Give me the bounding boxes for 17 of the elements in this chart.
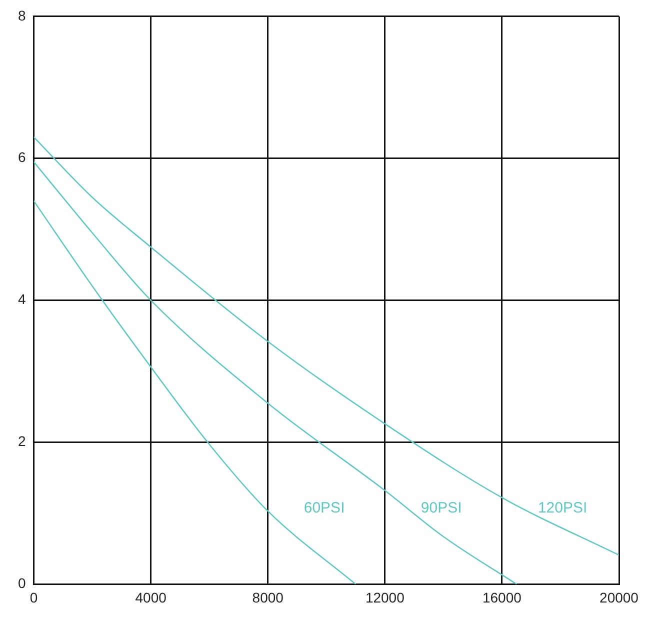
x-tick-label: 4000 xyxy=(135,589,167,606)
y-tick-label: 4 xyxy=(18,291,26,308)
line-series xyxy=(34,161,518,584)
y-tick-label: 6 xyxy=(18,149,26,166)
x-tick-label: 8000 xyxy=(252,589,284,606)
series-label: 90PSI xyxy=(420,499,462,516)
series-label: 120PSI xyxy=(538,499,588,516)
line-series xyxy=(34,136,619,556)
x-tick-label: 16000 xyxy=(482,589,522,606)
x-tick-label: 12000 xyxy=(365,589,405,606)
x-tick-label: 0 xyxy=(30,589,38,606)
y-tick-label: 8 xyxy=(18,7,26,24)
x-tick-label: 20000 xyxy=(600,589,639,606)
y-tick-label: 0 xyxy=(18,575,26,592)
y-tick-label: 2 xyxy=(18,433,26,450)
line-series xyxy=(34,200,356,584)
series-label: 60PSI xyxy=(304,499,345,516)
